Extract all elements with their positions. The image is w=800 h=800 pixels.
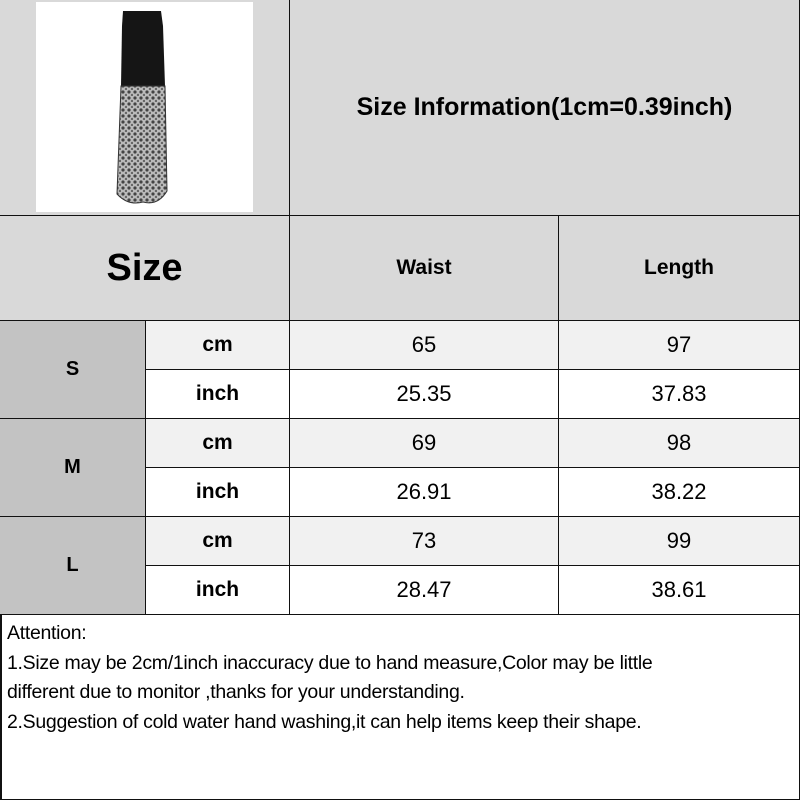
header-waist-text: Waist bbox=[396, 256, 452, 279]
header-length-text: Length bbox=[644, 256, 714, 279]
unit-cell-text: inch bbox=[195, 382, 240, 405]
product-image-cell bbox=[0, 0, 290, 216]
unit-cell: inch bbox=[146, 566, 290, 615]
waist-cell-text: 65 bbox=[411, 332, 437, 357]
waist-cell: 69 bbox=[290, 419, 559, 468]
length-cell-text: 38.22 bbox=[651, 479, 707, 504]
note-line: 2.Suggestion of cold water hand washing,… bbox=[7, 710, 642, 733]
unit-cell-text: cm bbox=[202, 529, 233, 552]
unit-cell: cm bbox=[146, 419, 290, 468]
length-cell-text: 97 bbox=[666, 332, 692, 357]
waist-cell: 73 bbox=[290, 517, 559, 566]
size-info-title: Size Information(1cm=0.39inch) bbox=[290, 0, 800, 216]
length-cell-text: 98 bbox=[666, 430, 692, 455]
unit-cell: cm bbox=[146, 517, 290, 566]
waist-cell-text: 73 bbox=[411, 528, 437, 553]
length-cell-text: 37.83 bbox=[651, 381, 707, 406]
size-label-text: S bbox=[65, 358, 80, 380]
header-length: Length bbox=[559, 216, 800, 321]
length-cell: 38.22 bbox=[559, 468, 800, 517]
waist-cell: 26.91 bbox=[290, 468, 559, 517]
attention-notes: Attention: 1.Size may be 2cm/1inch inacc… bbox=[0, 615, 800, 800]
size-label-text: M bbox=[64, 456, 81, 478]
note-line: different due to monitor ,thanks for you… bbox=[7, 681, 465, 703]
length-cell: 98 bbox=[559, 419, 800, 468]
header-size-text: Size bbox=[106, 246, 183, 289]
length-cell: 37.83 bbox=[559, 370, 800, 419]
unit-cell-text: cm bbox=[202, 431, 233, 454]
length-cell: 99 bbox=[559, 517, 800, 566]
unit-cell-text: cm bbox=[202, 333, 233, 356]
length-cell-text: 38.61 bbox=[651, 577, 707, 602]
length-cell: 38.61 bbox=[559, 566, 800, 615]
waist-cell: 25.35 bbox=[290, 370, 559, 419]
size-label: M bbox=[0, 419, 146, 517]
waist-cell: 28.47 bbox=[290, 566, 559, 615]
waist-cell: 65 bbox=[290, 321, 559, 370]
waist-cell-text: 25.35 bbox=[396, 381, 452, 406]
size-label: S bbox=[0, 321, 146, 419]
note-line: 1.Size may be 2cm/1inch inaccuracy due t… bbox=[7, 651, 653, 674]
length-cell-text: 99 bbox=[666, 528, 692, 553]
size-label-text: L bbox=[66, 554, 79, 576]
size-label: L bbox=[0, 517, 146, 615]
title-text: Size Information(1cm=0.39inch) bbox=[356, 93, 733, 121]
waist-cell-text: 28.47 bbox=[396, 577, 452, 602]
header-size: Size bbox=[0, 216, 290, 321]
unit-cell: cm bbox=[146, 321, 290, 370]
header-waist: Waist bbox=[290, 216, 559, 321]
skirt-image bbox=[115, 10, 168, 203]
unit-cell-text: inch bbox=[195, 480, 240, 503]
unit-cell: inch bbox=[146, 370, 290, 419]
unit-cell-text: inch bbox=[195, 578, 240, 601]
unit-cell: inch bbox=[146, 468, 290, 517]
waist-cell-text: 26.91 bbox=[396, 479, 452, 504]
note-line: Attention: bbox=[7, 622, 87, 644]
waist-cell-text: 69 bbox=[411, 430, 437, 455]
length-cell: 97 bbox=[559, 321, 800, 370]
